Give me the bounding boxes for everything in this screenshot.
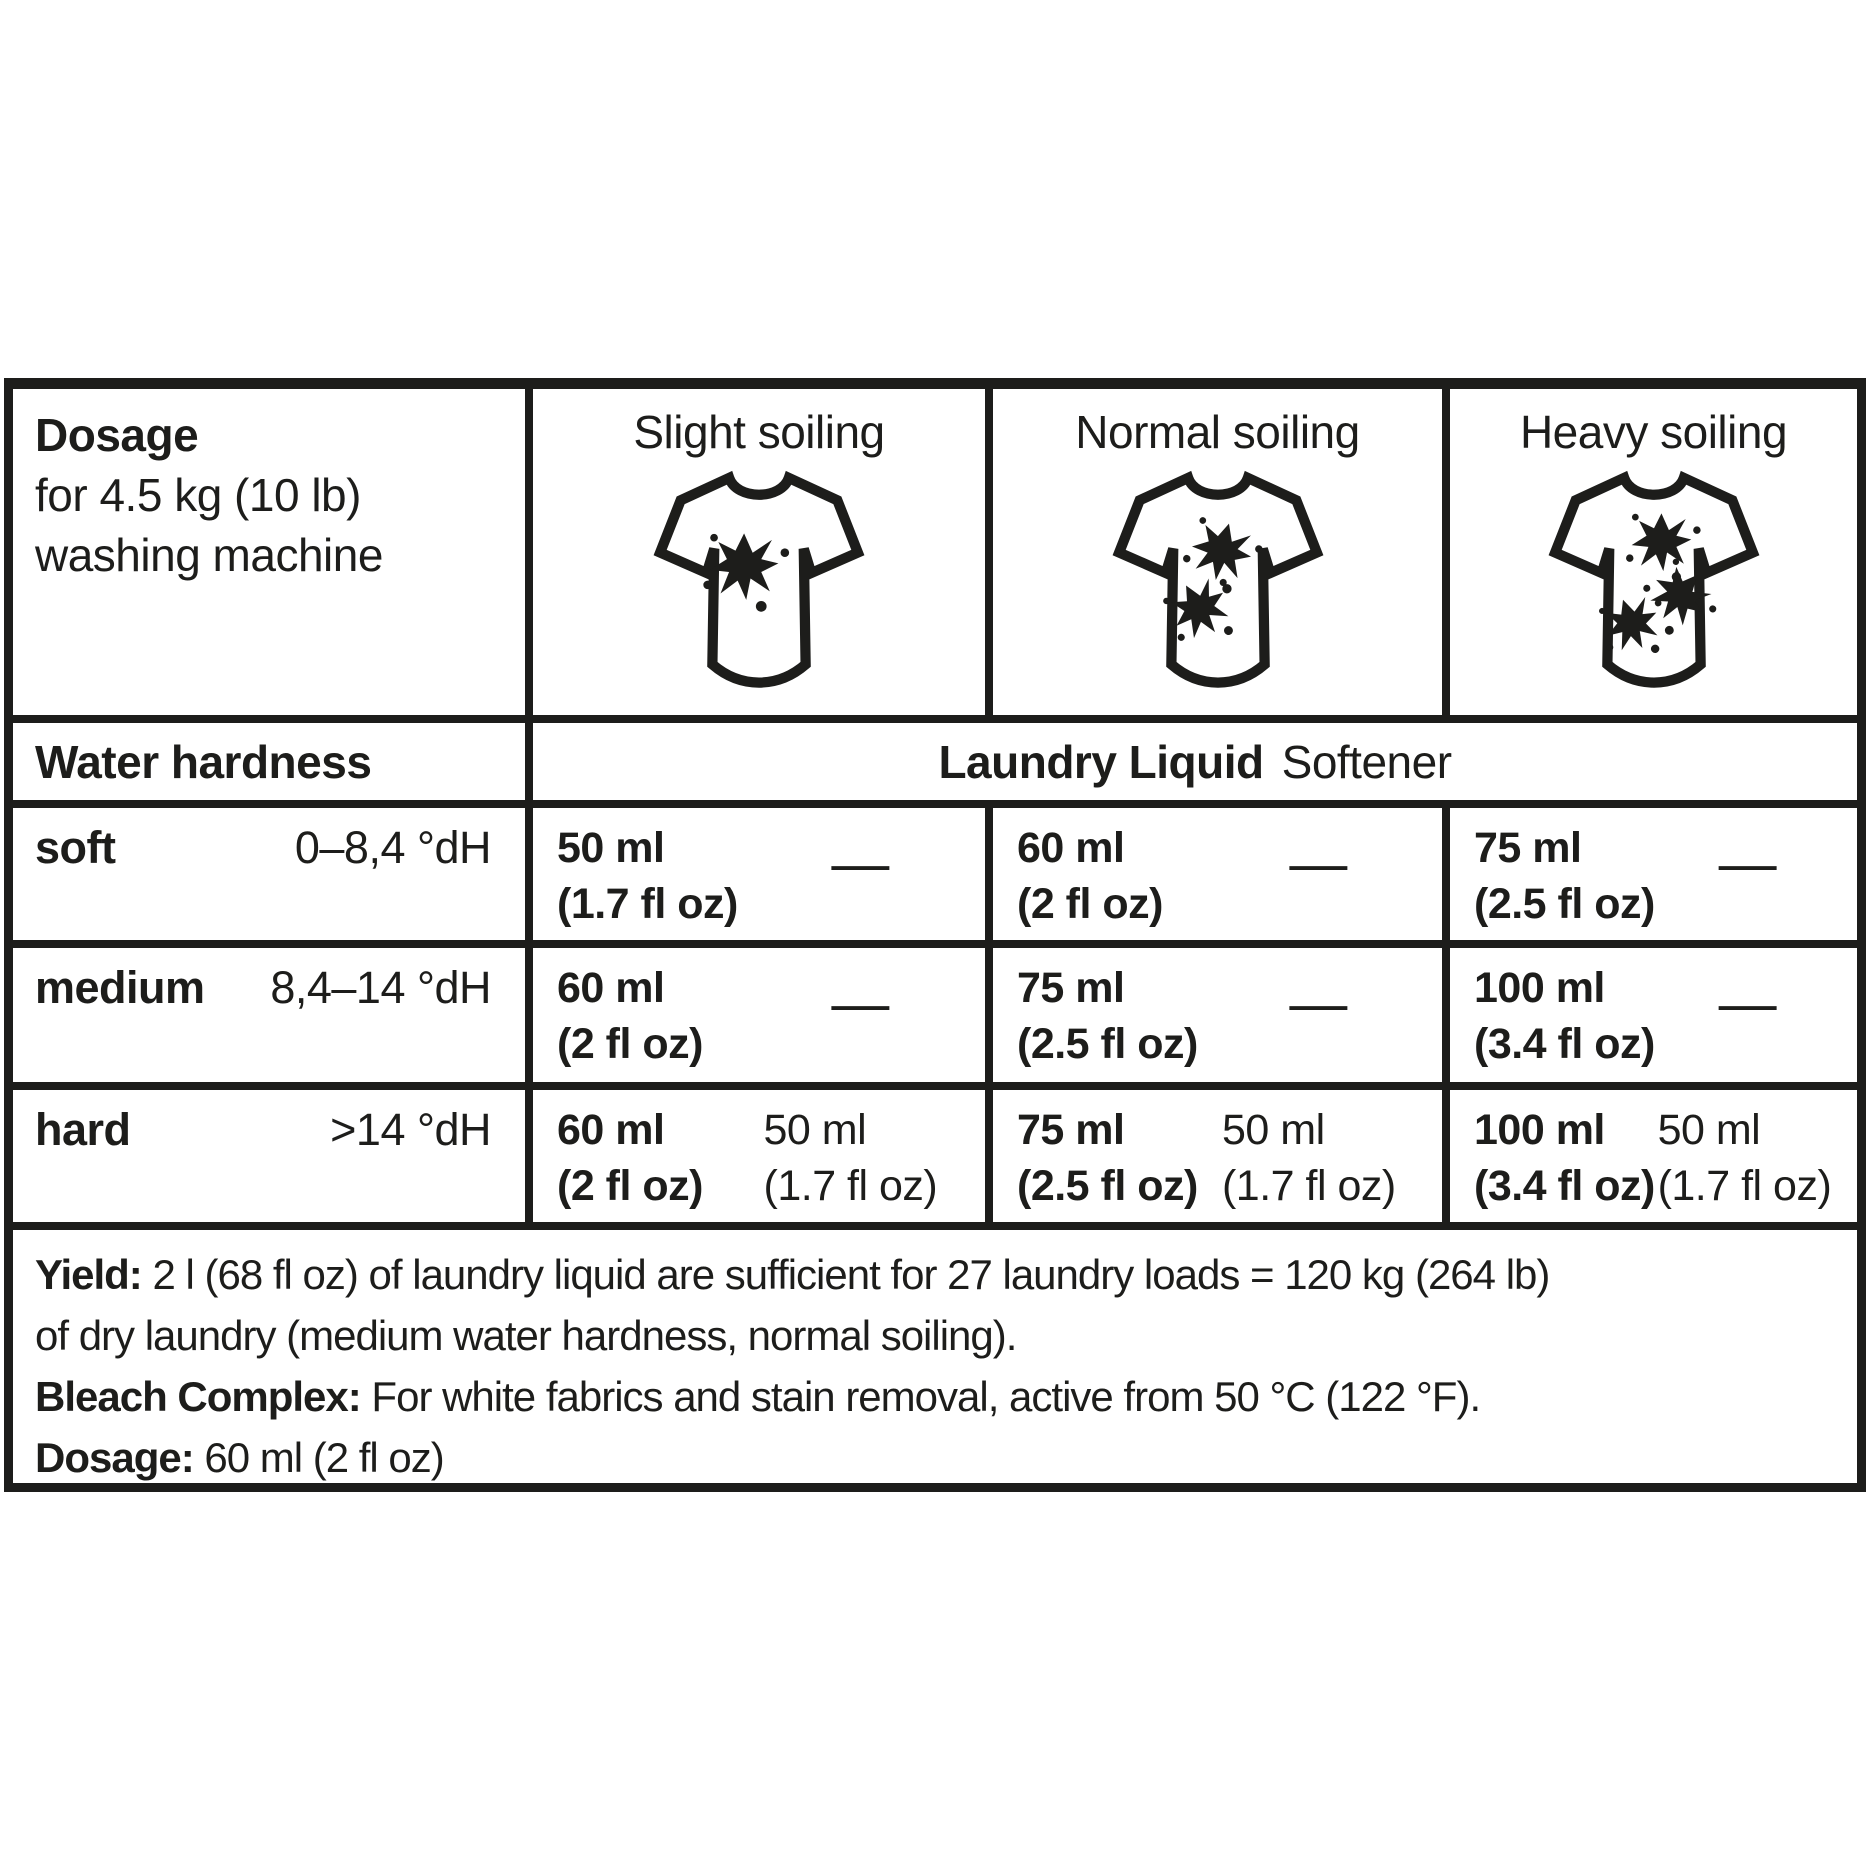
liquid-ml: 50 ml — [557, 824, 665, 872]
notes-section: Yield: 2 l (68 fl oz) of laundry liquid … — [13, 1222, 1857, 1483]
medium-slight-cell: 60 ml (2 fl oz) — — [525, 948, 985, 1082]
liquid-oz: (2.5 fl oz) — [1017, 1020, 1198, 1068]
normal-soiling-header-cell: Normal soiling — [985, 389, 1442, 715]
liquid-oz: (2 fl oz) — [1017, 880, 1163, 928]
softener-label: Softener — [1281, 735, 1452, 788]
yield-label: Yield: — [35, 1251, 143, 1298]
hardness-range: >14 °dH — [330, 1104, 491, 1155]
normal-soiling-label: Normal soiling — [1075, 406, 1360, 458]
liquid-oz: (2.5 fl oz) — [1017, 1162, 1198, 1210]
liquid-oz: (3.4 fl oz) — [1474, 1162, 1655, 1210]
bleach-dosage-text: 60 ml (2 fl oz) — [193, 1434, 444, 1481]
liquid-ml: 60 ml — [557, 1106, 665, 1154]
liquid-oz: (2 fl oz) — [557, 1162, 703, 1210]
medium-water-row: medium 8,4–14 °dH 60 ml (2 fl oz) — 75 ml… — [13, 940, 1857, 1082]
header-row: Dosage for 4.5 kg (10 lb) washing machin… — [13, 389, 1857, 715]
yield-text-cont: of dry laundry (medium water hardness, n… — [35, 1312, 1017, 1359]
medium-heavy-cell: 100 ml (3.4 fl oz) — — [1442, 948, 1857, 1082]
liquid-oz: (2.5 fl oz) — [1474, 880, 1655, 928]
liquid-ml: 60 ml — [1017, 824, 1125, 872]
yield-text: 2 l (68 fl oz) of laundry liquid are suf… — [141, 1251, 1550, 1298]
hard-heavy-cell: 100 ml (3.4 fl oz) 50 ml (1.7 fl oz) — [1442, 1090, 1857, 1222]
slight-soiling-label: Slight soiling — [633, 406, 885, 458]
no-softener-dash: — — [1718, 831, 1777, 896]
bleach-dosage-note: Dosage: 60 ml (2 fl oz) — [35, 1427, 1845, 1488]
liquid-ml: 100 ml — [1474, 1106, 1605, 1154]
laundry-liquid-label: Laundry Liquid — [938, 735, 1264, 788]
no-softener-dash: — — [831, 971, 889, 1036]
no-softener-dash: — — [1289, 971, 1347, 1036]
softener-oz: (1.7 fl oz) — [763, 1162, 938, 1210]
hardness-name: medium — [35, 962, 205, 1013]
tshirt-2-stains-icon — [1106, 463, 1330, 698]
tshirt-3-stains-icon — [1542, 463, 1766, 698]
bleach-dosage-label: Dosage: — [35, 1434, 195, 1481]
liquid-ml: 60 ml — [557, 964, 665, 1012]
liquid-oz: (2 fl oz) — [557, 1020, 703, 1068]
bleach-complex-label: Bleach Complex: — [35, 1373, 362, 1420]
soft-heavy-cell: 75 ml (2.5 fl oz) — — [1442, 808, 1857, 940]
bleach-complex-text: For white fabrics and stain removal, act… — [360, 1373, 1481, 1420]
hardness-range: 0–8,4 °dH — [294, 822, 492, 873]
liquid-ml: 100 ml — [1474, 964, 1605, 1012]
hard-label-cell: hard >14 °dH — [13, 1090, 525, 1222]
softener-ml: 50 ml — [1221, 1106, 1325, 1154]
water-hardness-header: Water hardness — [35, 735, 372, 788]
no-softener-dash: — — [831, 831, 889, 896]
hard-normal-cell: 75 ml (2.5 fl oz) 50 ml (1.7 fl oz) — [985, 1090, 1442, 1222]
hard-water-row: hard >14 °dH 60 ml (2 fl oz) 50 ml (1.7 fl… — [13, 1082, 1857, 1222]
softener-ml: 50 ml — [763, 1106, 867, 1154]
heavy-soiling-header-cell: Heavy soiling — [1442, 389, 1857, 715]
dosage-table: Dosage for 4.5 kg (10 lb) washing machin… — [4, 378, 1866, 1492]
dosage-subtitle-machine: washing machine — [35, 529, 383, 581]
liquid-ml: 75 ml — [1017, 1106, 1125, 1154]
hardness-name: hard — [35, 1104, 131, 1155]
hard-slight-cell: 60 ml (2 fl oz) 50 ml (1.7 fl oz) — [525, 1090, 985, 1222]
soft-label-cell: soft 0–8,4 °dH — [13, 808, 525, 940]
hardness-name: soft — [35, 822, 116, 873]
liquid-oz: (1.7 fl oz) — [557, 880, 738, 928]
soft-slight-cell: 50 ml (1.7 fl oz) — — [525, 808, 985, 940]
softener-oz: (1.7 fl oz) — [1221, 1162, 1396, 1210]
liquid-ml: 75 ml — [1017, 964, 1125, 1012]
softener-oz: (1.7 fl oz) — [1657, 1162, 1832, 1210]
yield-note-line1: Yield: 2 l (68 fl oz) of laundry liquid … — [35, 1244, 1845, 1305]
liquid-ml: 75 ml — [1474, 824, 1582, 872]
soft-normal-cell: 60 ml (2 fl oz) — — [985, 808, 1442, 940]
dosage-subtitle-capacity: for 4.5 kg (10 lb) — [35, 469, 361, 521]
heavy-soiling-label: Heavy soiling — [1519, 406, 1788, 458]
bleach-complex-note: Bleach Complex: For white fabrics and st… — [35, 1366, 1845, 1427]
product-header-cell: Laundry Liquid Softener — [525, 723, 1857, 800]
medium-label-cell: medium 8,4–14 °dH — [13, 948, 525, 1082]
hardness-range: 8,4–14 °dH — [270, 962, 491, 1013]
yield-note-line2: of dry laundry (medium water hardness, n… — [35, 1305, 1845, 1366]
product-row: Water hardness Laundry Liquid Softener — [13, 715, 1857, 800]
soft-water-row: soft 0–8,4 °dH 50 ml (1.7 fl oz) — 60 ml (… — [13, 800, 1857, 940]
liquid-oz: (3.4 fl oz) — [1474, 1020, 1655, 1068]
slight-soiling-header-cell: Slight soiling — [525, 389, 985, 715]
no-softener-dash: — — [1718, 971, 1777, 1036]
no-softener-dash: — — [1289, 831, 1347, 896]
dosage-title: Dosage — [35, 409, 199, 461]
medium-normal-cell: 75 ml (2.5 fl oz) — — [985, 948, 1442, 1082]
dosage-header-cell: Dosage for 4.5 kg (10 lb) washing machin… — [13, 389, 525, 715]
softener-ml: 50 ml — [1657, 1106, 1761, 1154]
tshirt-1-stain-icon — [647, 463, 871, 698]
